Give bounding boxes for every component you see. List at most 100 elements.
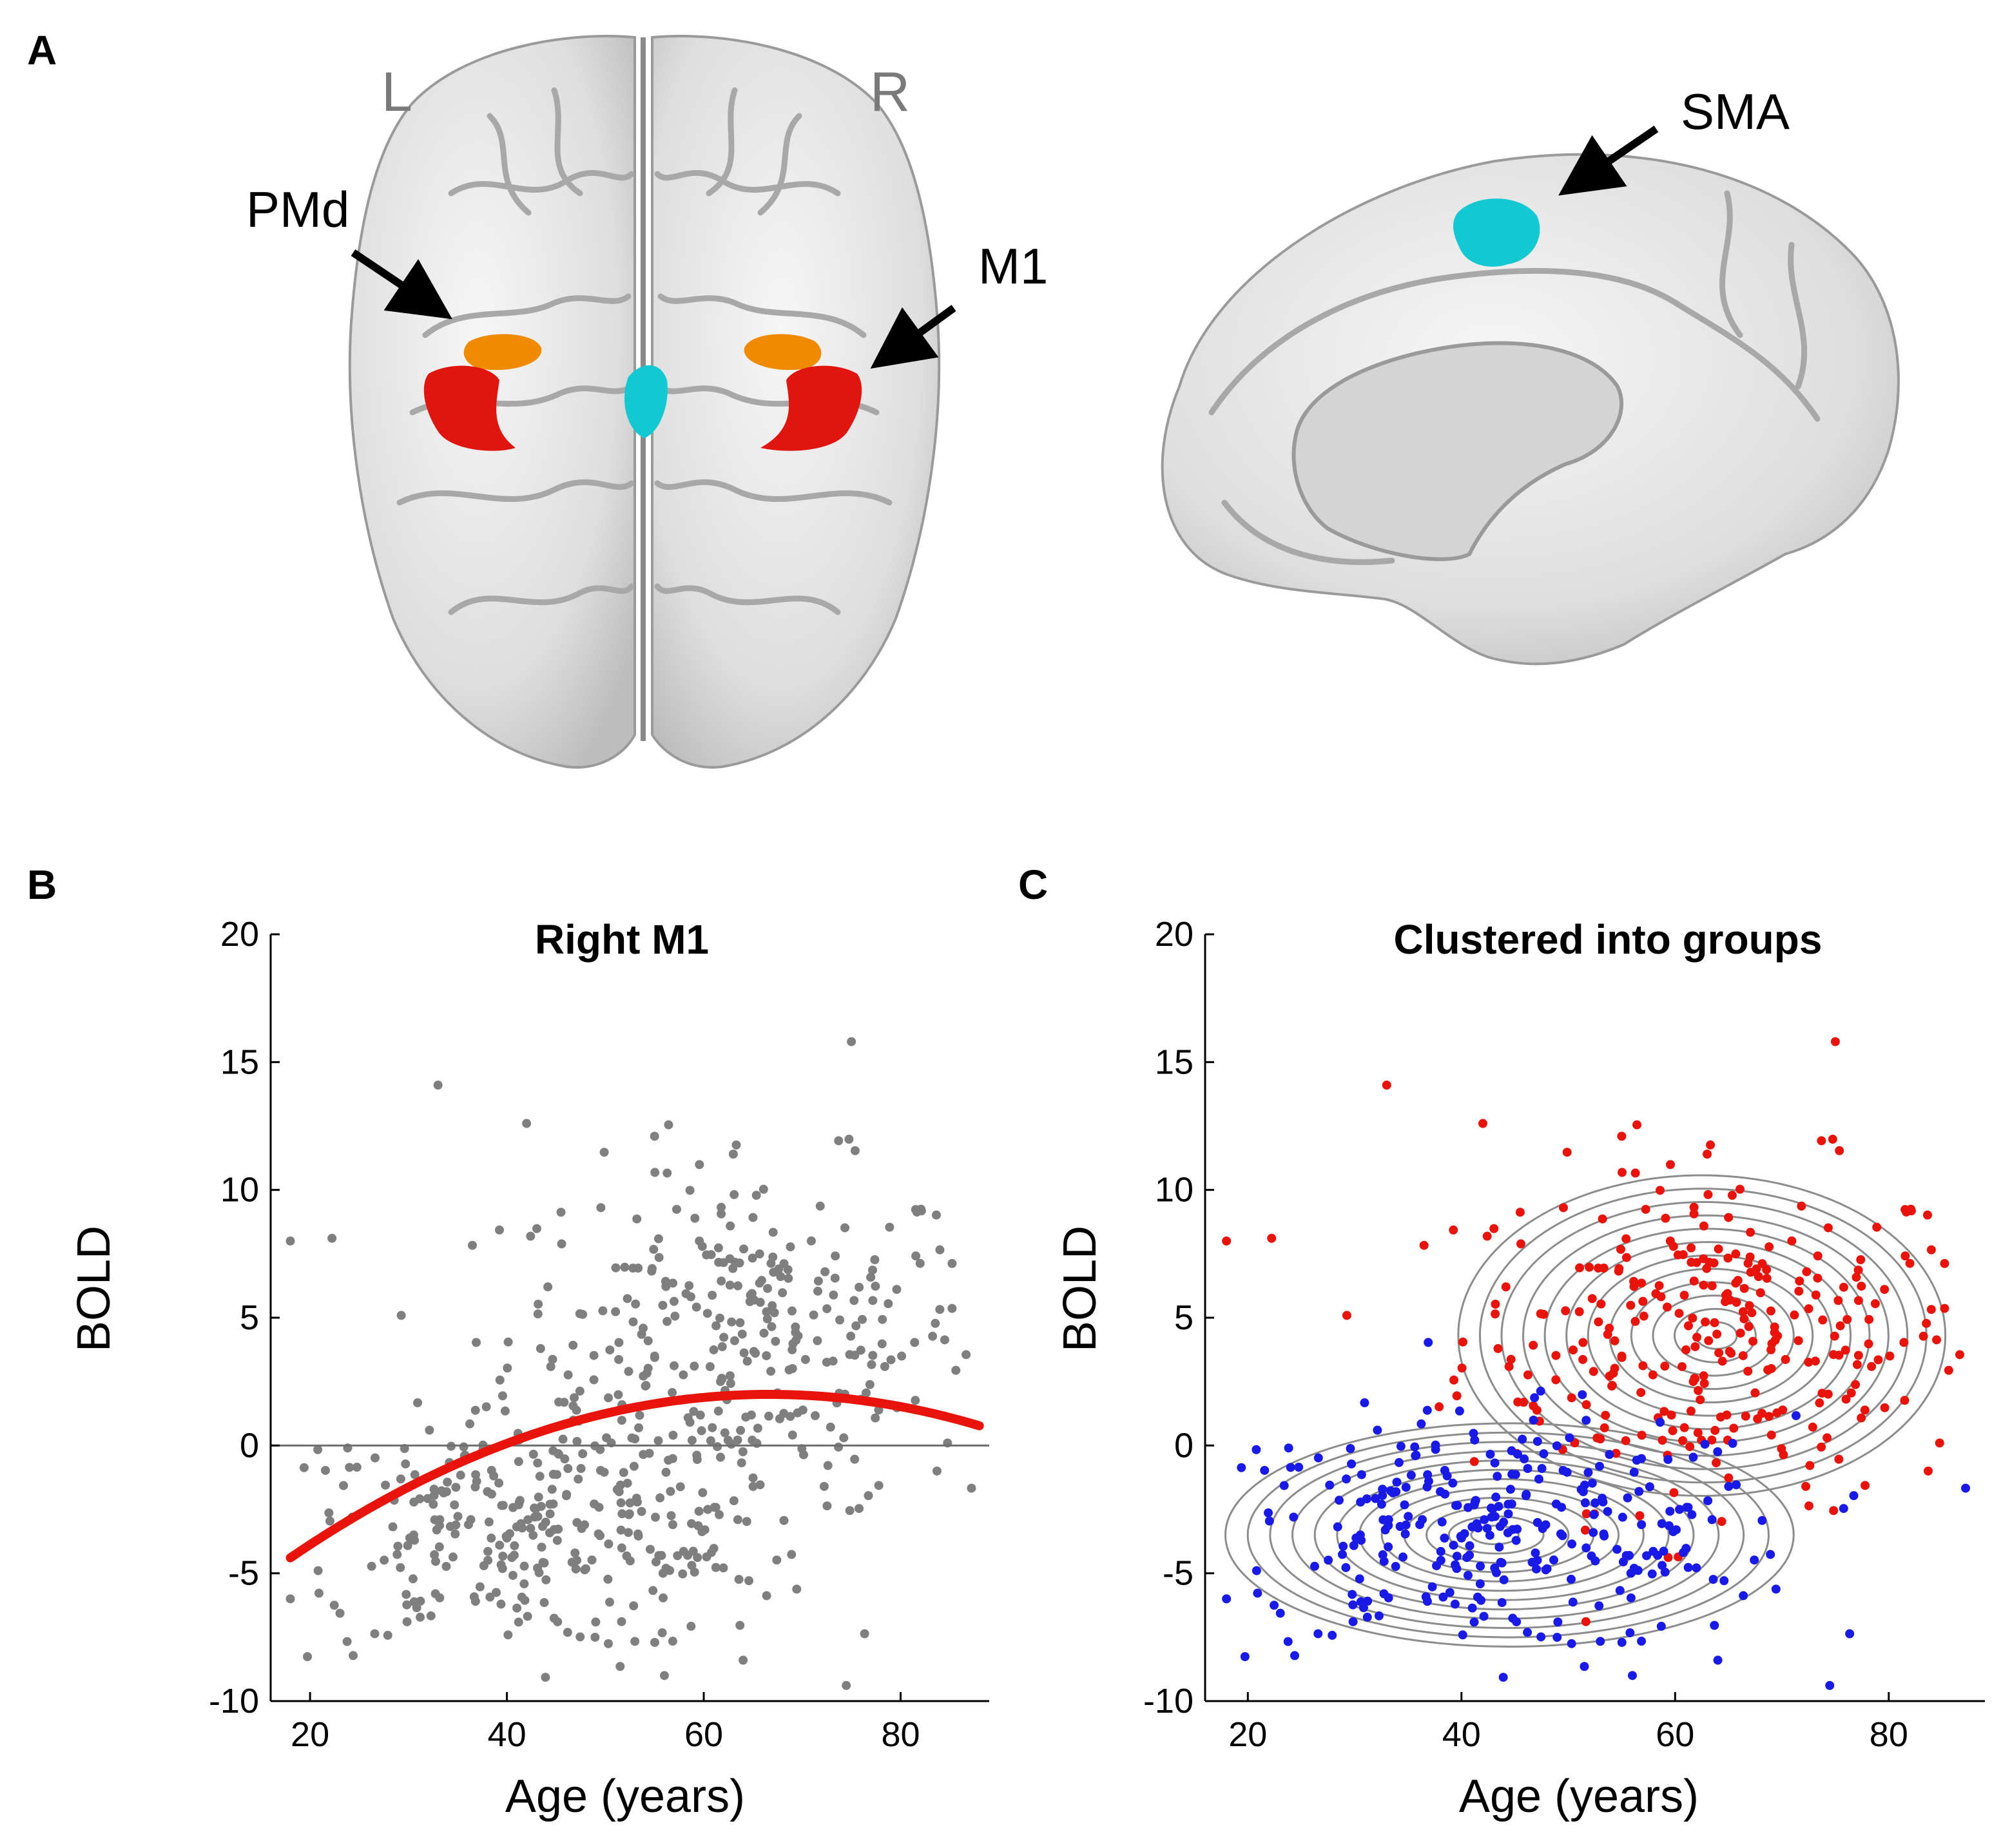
chart-b-point: [470, 1405, 480, 1415]
chart-c-point-red: [1834, 1351, 1844, 1360]
chart-b-point: [465, 1419, 475, 1429]
chart-c-contour-1: [1269, 1441, 1745, 1630]
chart-b-point: [675, 1482, 685, 1492]
chart-c-point-blue: [1633, 1566, 1643, 1575]
chart-b-point: [572, 1436, 582, 1446]
chart-c-point-blue: [1511, 1535, 1521, 1545]
chart-b-point: [884, 1299, 893, 1309]
chart-c-point-blue: [1451, 1560, 1460, 1570]
chart-c-point-red: [1835, 1321, 1845, 1331]
chart-c-point-red: [1654, 1281, 1664, 1291]
chart-c-point-red: [1853, 1351, 1863, 1360]
chart-c-point-red: [1617, 1351, 1627, 1361]
chart-c-point-blue: [1467, 1603, 1477, 1613]
chart-b-point: [491, 1588, 501, 1597]
chart-c-point-blue: [1552, 1441, 1561, 1450]
chart-c-point-red: [1469, 1457, 1479, 1467]
chart-c-point-blue: [1628, 1671, 1638, 1680]
chart-c-point-red: [1899, 1338, 1909, 1347]
chart-b-point: [502, 1533, 512, 1543]
chart-c-point-red: [1678, 1250, 1688, 1260]
chart-b-point: [496, 1560, 506, 1570]
chart-b-point: [748, 1253, 757, 1263]
chart-c-point-red: [1754, 1272, 1763, 1282]
chart-c-point-blue: [1532, 1436, 1542, 1446]
chart-b-point: [620, 1262, 630, 1272]
chart-c-point-blue: [1260, 1465, 1270, 1475]
chart-b-point: [931, 1318, 940, 1328]
chart-c-point-blue: [1347, 1459, 1357, 1468]
chart-c-point-red: [1699, 1371, 1708, 1381]
chart-c-point-red: [1766, 1345, 1776, 1354]
chart-c-point-red: [1781, 1354, 1790, 1364]
chart-c-point-blue: [1663, 1455, 1673, 1465]
chart-b-point: [855, 1282, 864, 1292]
chart-b-point: [548, 1470, 558, 1479]
chart-b-point: [730, 1189, 739, 1199]
chart-c-point-red: [1717, 1356, 1727, 1366]
chart-b-point: [388, 1522, 398, 1532]
chart-c-point-red: [1684, 1321, 1694, 1331]
chart-b-point: [735, 1258, 744, 1268]
chart-b-point: [742, 1356, 752, 1366]
chart-b-point: [590, 1499, 599, 1509]
chart-c-point-blue: [1351, 1533, 1361, 1543]
chart-b-point: [767, 1322, 777, 1331]
chart-c-point-red: [1516, 1239, 1525, 1249]
chart-b-point: [840, 1223, 849, 1233]
chart-c-point-blue: [1612, 1545, 1622, 1554]
chart-b-point: [604, 1597, 614, 1607]
chart-c-point-blue: [1456, 1533, 1466, 1543]
chart-c-point-red: [1419, 1240, 1429, 1250]
chart-c-point-blue: [1605, 1450, 1614, 1459]
chart-b-point: [451, 1483, 461, 1492]
chart-b-point: [617, 1617, 626, 1626]
chart-c-contour-0: [1565, 1241, 1852, 1430]
chart-c-point-blue: [1567, 1639, 1576, 1648]
chart-c-point-red: [1778, 1405, 1788, 1415]
chart-c-point-blue: [1551, 1499, 1561, 1509]
chart-b-point: [510, 1541, 519, 1550]
chart-b-point: [726, 1439, 736, 1449]
chart-b-point: [370, 1453, 380, 1463]
chart-c-point-red: [1665, 1236, 1675, 1246]
chart-c-point-red: [1449, 1375, 1459, 1385]
chart-c-point-blue: [1567, 1539, 1577, 1549]
chart-b-point: [845, 1506, 855, 1516]
chart-b-ytick-label: 10: [220, 1171, 259, 1209]
chart-b-point: [846, 1331, 856, 1341]
chart-c-point-blue: [1658, 1561, 1667, 1570]
chart-c-point-red: [1688, 1313, 1697, 1323]
chart-c-point-blue: [1469, 1617, 1479, 1627]
chart-c-point-blue: [1349, 1541, 1358, 1550]
chart-b-point: [616, 1525, 626, 1535]
chart-b-point: [755, 1249, 764, 1259]
chart-c-point-blue: [1264, 1516, 1274, 1526]
chart-c-point-blue: [1581, 1543, 1591, 1553]
chart-c-point-blue: [1565, 1433, 1574, 1443]
chart-c-point-red: [1685, 1442, 1695, 1452]
chart-c-point-red: [1753, 1414, 1763, 1423]
chart-b-point: [617, 1509, 627, 1519]
roi-sma-top: [624, 365, 668, 438]
chart-b-point: [729, 1496, 739, 1506]
chart-b-point: [691, 1302, 701, 1312]
chart-b-point: [748, 1473, 758, 1483]
chart-c-point-blue: [1348, 1617, 1358, 1626]
chart-c-point-red: [1712, 1329, 1722, 1339]
chart-c-point-blue: [1589, 1528, 1598, 1537]
chart-c-point-blue: [1594, 1601, 1604, 1611]
chart-b-point: [603, 1574, 613, 1584]
chart-c-point-red: [1581, 1400, 1591, 1409]
chart-b-point: [517, 1592, 527, 1602]
chart-c-point-red: [1853, 1296, 1863, 1305]
chart-b-point: [534, 1299, 543, 1309]
chart-c-point-blue: [1657, 1519, 1667, 1528]
chart-b-point: [533, 1563, 543, 1573]
chart-b-point: [735, 1621, 745, 1630]
chart-c-point-red: [1690, 1373, 1699, 1383]
chart-b-point: [864, 1491, 873, 1501]
chart-c-point-red: [1558, 1203, 1568, 1213]
chart-c-point-red: [1663, 1302, 1672, 1312]
chart-b-point: [611, 1263, 621, 1273]
